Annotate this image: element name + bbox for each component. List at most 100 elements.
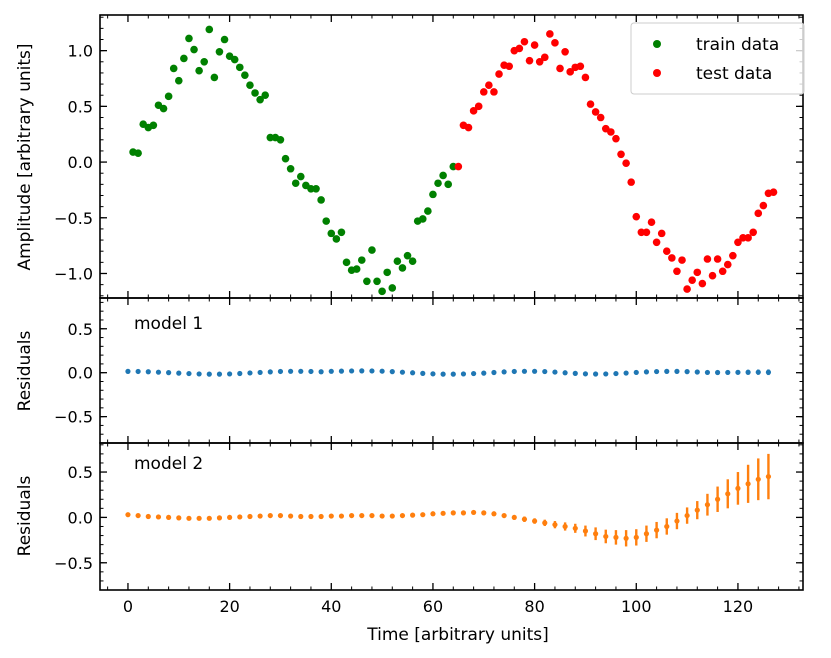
model-2-residual-point	[450, 510, 456, 516]
test-data-point	[586, 100, 595, 108]
model-2-residual-point	[521, 516, 528, 522]
model-1-residual-point	[186, 370, 192, 377]
ytick-label-top: −0.5	[54, 209, 93, 228]
model-1-residual-point	[450, 371, 456, 377]
model-2-residual-point	[328, 513, 334, 519]
train-data-point	[205, 25, 214, 34]
model-2-residual-point	[735, 485, 741, 491]
model-1-residual-point	[471, 370, 477, 377]
panel-middle: −0.5 0.0 0.5 model 1 Residuals	[15, 297, 804, 444]
train-data-point	[195, 66, 203, 75]
xtick-label: 60	[423, 597, 443, 616]
test-data-point	[632, 212, 641, 221]
test-data-point	[657, 229, 666, 238]
test-data-point	[698, 279, 707, 288]
legend-test-marker	[653, 69, 661, 77]
model-2-residual-point	[379, 513, 385, 519]
panel-bottom: −0.5 0.0 0.5 0 20 40 60 80 100 120 model 2 Residu…	[15, 442, 804, 645]
model-2-residual-point	[654, 527, 660, 533]
test-data-point	[622, 159, 630, 167]
ytick-label-top: −1.0	[54, 264, 93, 283]
model-1-residual-point	[623, 370, 629, 376]
model-2-residual-point	[206, 515, 212, 521]
model-2-residual-point	[389, 513, 395, 519]
y-axis-label-bottom: Residuals	[15, 476, 35, 557]
model-2-residual-point	[125, 512, 131, 518]
model-1-residual-point	[216, 371, 223, 377]
panel-label-model-1: model 1	[134, 314, 203, 334]
model-2-residual-point	[552, 522, 558, 528]
train-data-point	[251, 89, 259, 97]
model-1-residual-point	[176, 370, 182, 376]
model-2-residual-point	[399, 512, 406, 519]
train-data-point	[230, 55, 239, 64]
test-data-point	[490, 88, 498, 96]
model-2-residual-point	[765, 473, 772, 480]
model-2-residual-point	[369, 512, 375, 519]
test-data-point	[520, 37, 529, 46]
model-1-residual-point	[765, 369, 772, 375]
ytick-label-top: 0.5	[68, 97, 93, 116]
train-data-point	[312, 185, 320, 193]
train-data-point	[388, 284, 397, 292]
train-data-point	[368, 246, 376, 254]
model-2-residual-point	[643, 531, 650, 537]
panel-top: −1.0 −0.5 0.0 0.5 1.0 train data test data A…	[15, 14, 805, 299]
model-1-residual-point	[318, 369, 324, 375]
model-2-residual-point	[227, 514, 233, 521]
model-1-residual-point	[298, 368, 304, 374]
model-1-residual-point	[349, 368, 355, 374]
model-2-residual-point	[501, 512, 507, 519]
train-data-point	[180, 54, 188, 63]
model-2-residual-point	[288, 513, 294, 519]
test-data-point	[561, 47, 569, 56]
train-data-point	[220, 35, 229, 44]
test-data-point	[546, 30, 554, 38]
model-1-residual-point	[552, 369, 558, 375]
model-1-residual-point	[654, 368, 660, 375]
model-1-residual-point	[755, 369, 761, 375]
model-1-residual-point	[501, 369, 507, 375]
model-1-residual-point	[511, 368, 517, 375]
model-1-residual-point	[582, 371, 589, 377]
train-data-point	[373, 277, 381, 286]
model-1-residual-point	[328, 368, 334, 374]
xtick-label: 20	[219, 597, 239, 616]
test-data-point	[596, 113, 605, 122]
test-data-point	[734, 238, 742, 247]
model-2-residual-point	[237, 514, 243, 520]
legend: train data test data	[630, 22, 805, 95]
train-data-point	[342, 258, 351, 267]
train-data-point	[337, 228, 346, 237]
model-1-residual-point	[572, 370, 578, 376]
model-1-residual-point	[430, 371, 436, 377]
model-1-residual-point	[257, 369, 263, 376]
train-data-point	[322, 217, 331, 225]
model-2-residual-point	[338, 513, 345, 519]
test-data-point	[662, 247, 671, 256]
xtick-label: 80	[524, 597, 544, 616]
ytick-label-bottom: 0.5	[68, 463, 93, 482]
train-data-point	[185, 34, 193, 43]
model-1-residual-point	[379, 368, 385, 374]
test-data-point	[708, 271, 717, 280]
test-data-point	[729, 251, 737, 260]
xtick-label: 100	[621, 597, 652, 616]
legend-box	[630, 22, 805, 95]
model-1-residual-point	[338, 368, 345, 374]
test-data-point	[713, 255, 722, 263]
model-2-residual-point	[745, 481, 751, 487]
model-1-residual-point	[562, 370, 568, 376]
train-data-point	[403, 251, 412, 260]
model-1-residual-point	[481, 370, 487, 376]
test-data-point	[469, 107, 478, 115]
model-2-residual-point	[633, 534, 639, 540]
model-2-residual-point	[420, 512, 426, 518]
test-data-point	[769, 188, 778, 196]
y-axis-label-middle: Residuals	[15, 331, 35, 412]
train-data-point	[286, 164, 295, 173]
xtick-label: 40	[321, 597, 341, 616]
model-1-residual-point	[603, 371, 609, 377]
model-1-residual-point	[308, 368, 314, 375]
